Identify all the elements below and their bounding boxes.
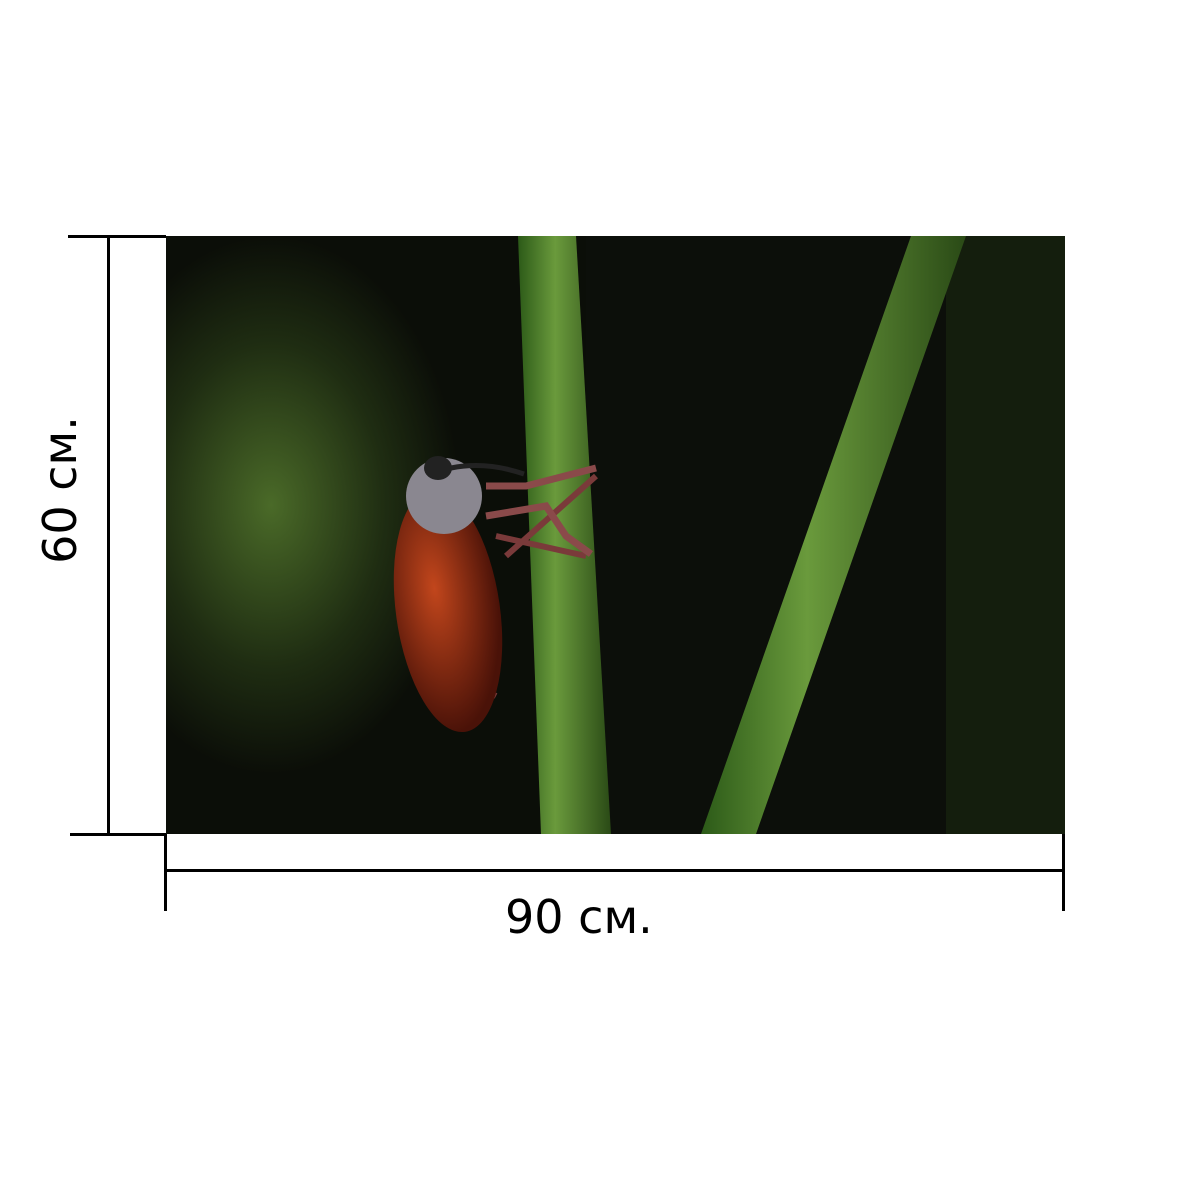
height-dim-top-tick	[68, 235, 166, 238]
width-label: 90 см.	[505, 890, 653, 944]
beetle	[393, 456, 598, 733]
width-dim-line	[165, 869, 1064, 872]
product-photo	[166, 236, 1065, 834]
width-dim-right-tick	[1062, 834, 1065, 911]
width-dim-left-tick	[164, 834, 167, 911]
height-dim-bottom-tick	[70, 833, 166, 836]
height-dim-line	[107, 236, 110, 834]
height-label: 60 см.	[33, 416, 87, 564]
